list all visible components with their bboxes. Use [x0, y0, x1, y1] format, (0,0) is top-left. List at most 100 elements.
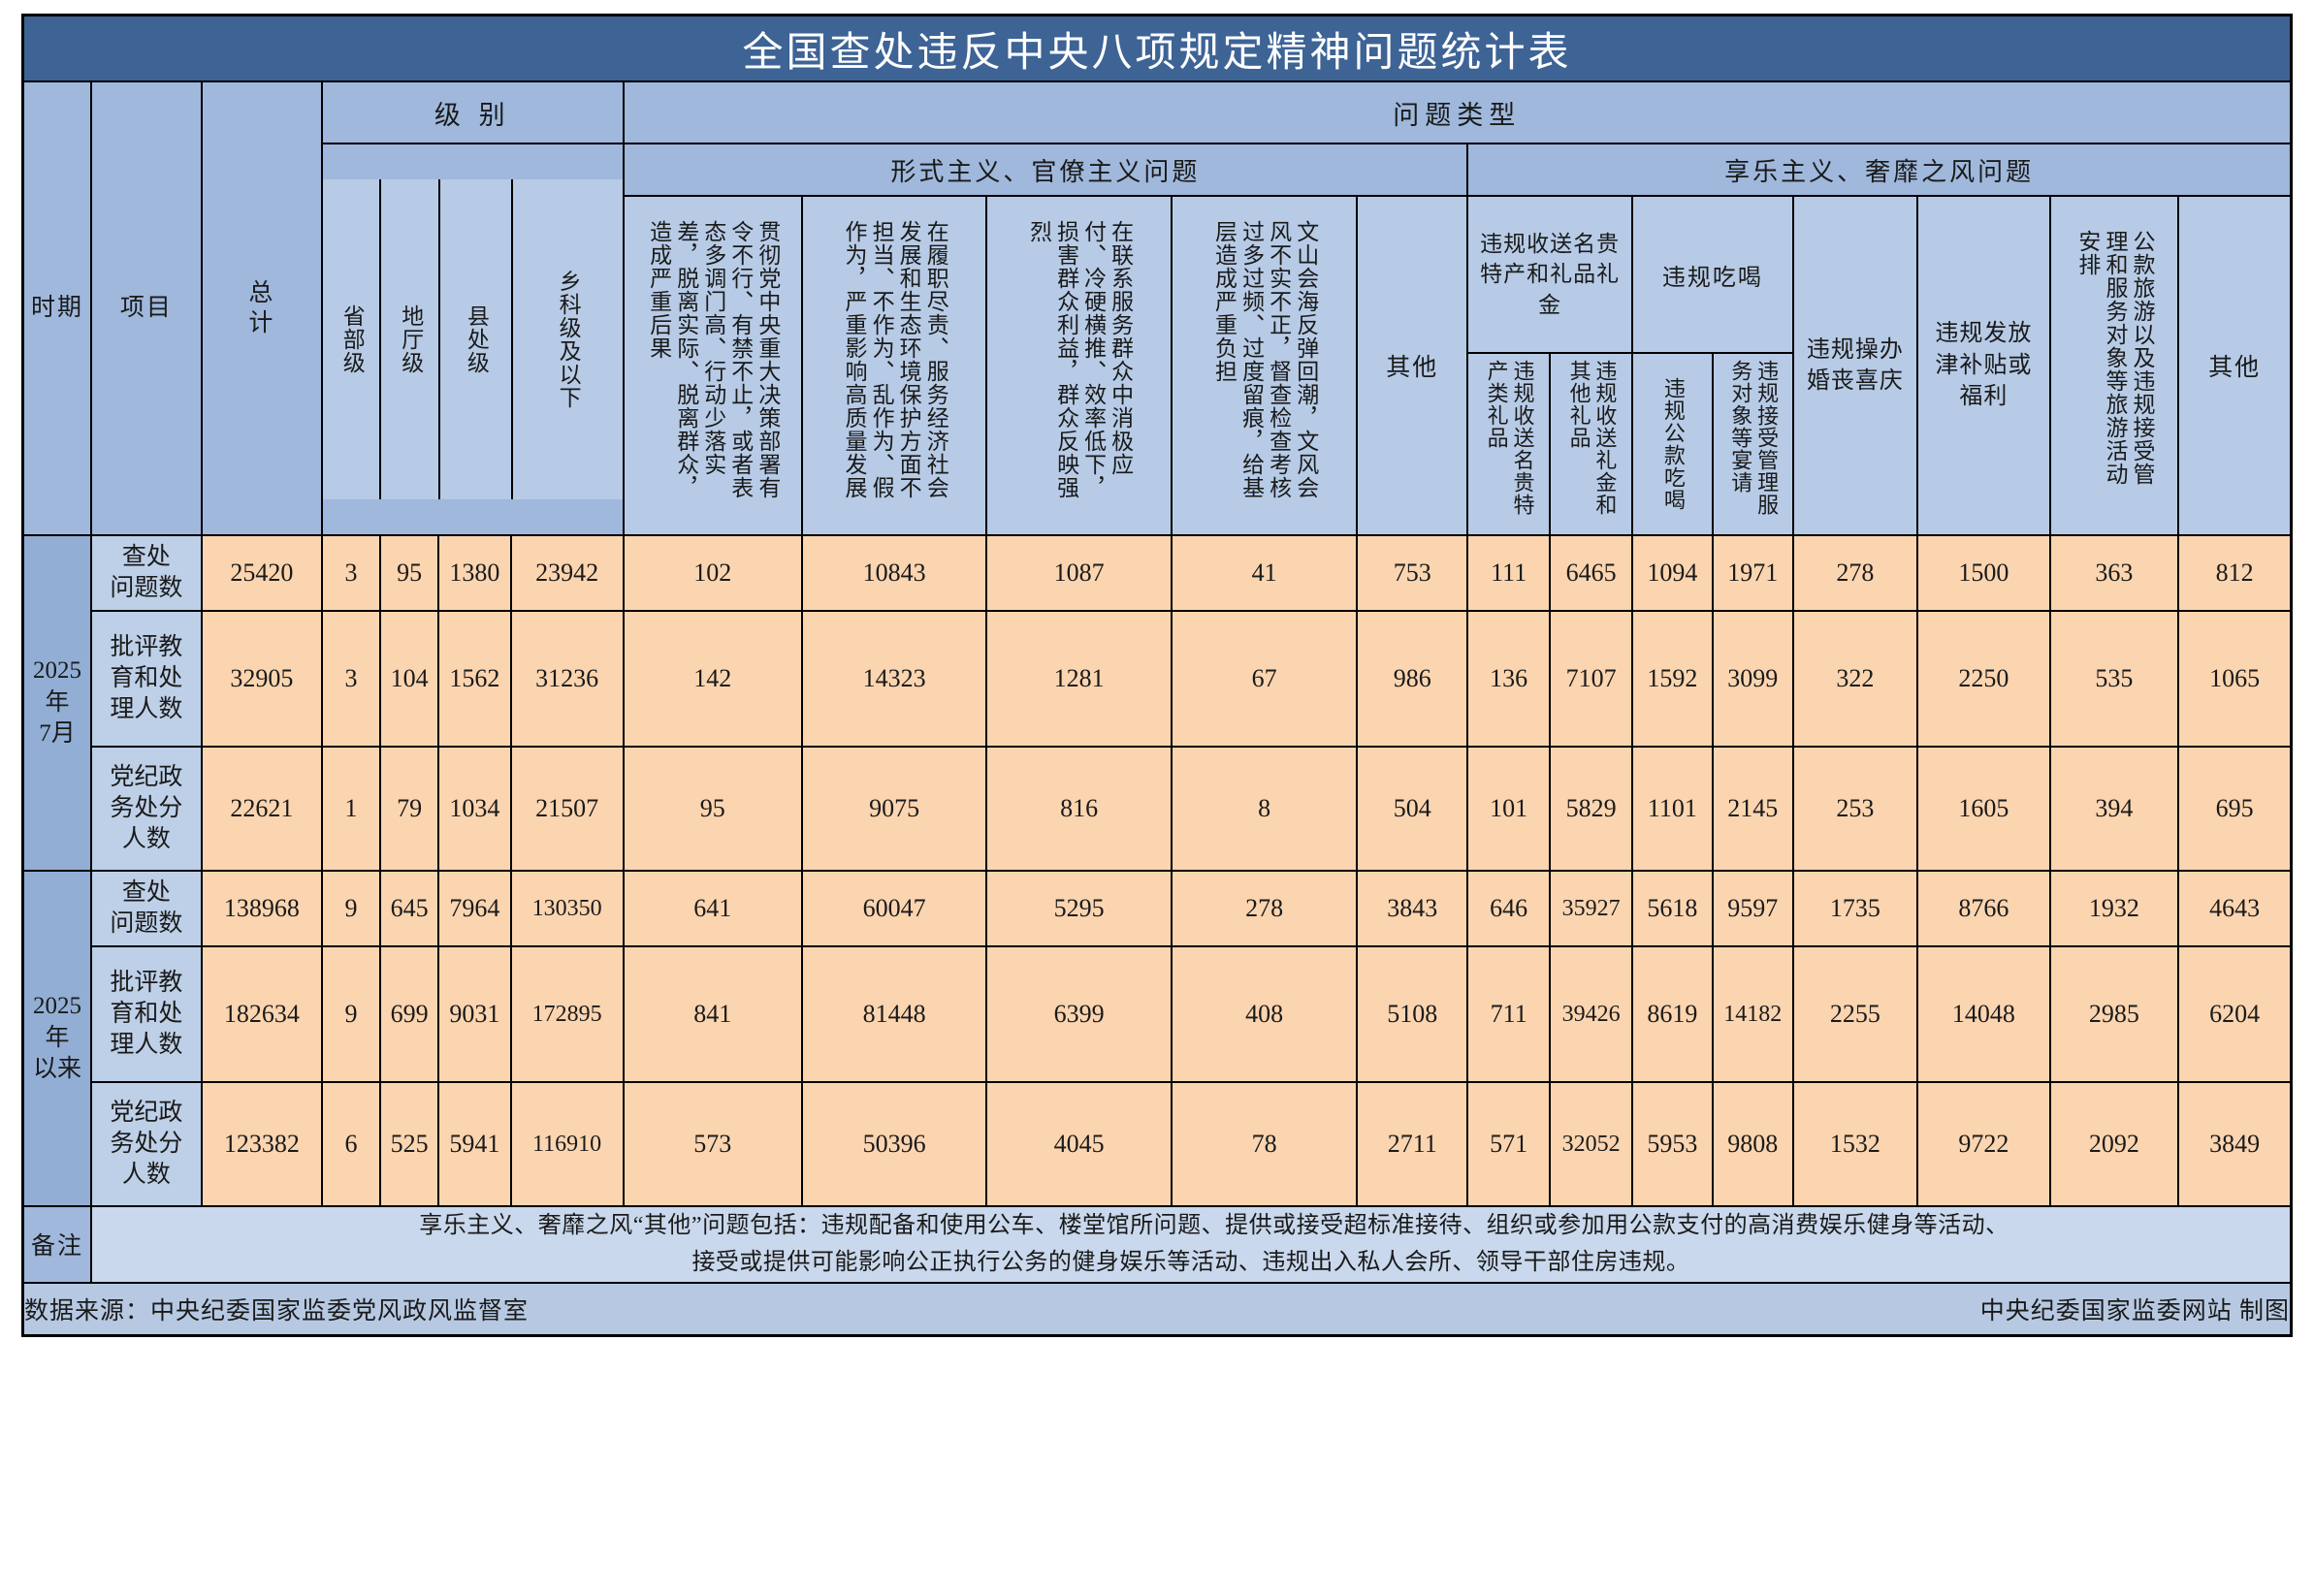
cell-formalism-4: 41 — [1170, 534, 1359, 612]
cell-formalism-2: 14323 — [800, 610, 988, 748]
cell-hedonism-7: 2985 — [2048, 945, 2180, 1083]
cell-level-2: 525 — [379, 1081, 440, 1207]
cell-hedonism-1: 571 — [1466, 1081, 1552, 1207]
header-hedonism-allowance: 违规发放津补贴或福利 — [1916, 195, 2051, 536]
cell-level-4: 116910 — [509, 1081, 625, 1207]
cell-formalism-1: 641 — [622, 870, 803, 947]
cell-hedonism-4: 9597 — [1711, 870, 1794, 947]
cell-formalism-4: 78 — [1170, 1081, 1359, 1207]
cell-level-1: 3 — [320, 534, 382, 612]
cell-formalism-3: 5295 — [985, 870, 1173, 947]
header-formalism-group: 形式主义、官僚主义问题 — [622, 143, 1469, 197]
cell-level-1: 3 — [320, 610, 382, 748]
cell-hedonism-3: 5953 — [1631, 1081, 1714, 1207]
cell-hedonism-5: 253 — [1791, 746, 1919, 872]
cell-level-4: 31236 — [509, 610, 625, 748]
cell-level-2: 699 — [379, 945, 440, 1083]
data-source-label: 数据来源：中央纪委国家监委党风政风监督室 — [24, 1297, 530, 1325]
cell-level-4: 21507 — [509, 746, 625, 872]
notes-line-1: 享乐主义、奢靡之风“其他”问题包括：违规配备和使用公车、楼堂馆所问题、提供或接受… — [419, 1213, 2009, 1238]
cell-hedonism-5: 322 — [1791, 610, 1919, 748]
cell-level-3: 9031 — [437, 945, 512, 1083]
header-row-groups: 时期 项目 总 计 级 别 问题类型 — [21, 80, 2293, 536]
header-hedonism-allowance-label: 违规发放津补贴或福利 — [1935, 321, 2033, 410]
cell-hedonism-7: 363 — [2048, 534, 2180, 612]
cell-hedonism-1: 711 — [1466, 945, 1552, 1083]
item-label: 批评教 育和处 理人数 — [89, 945, 203, 1083]
footer-bar: 数据来源：中央纪委国家监委党风政风监督室 中央纪委国家监委网站 制图 — [21, 1281, 2293, 1337]
cell-hedonism-2: 32052 — [1549, 1081, 1634, 1207]
header-period-label: 时期 — [30, 295, 83, 322]
cell-total: 32905 — [200, 610, 324, 748]
cell-hedonism-2: 35927 — [1549, 870, 1634, 947]
cell-hedonism-1: 136 — [1466, 610, 1552, 748]
cell-level-1: 9 — [320, 945, 382, 1083]
cell-level-1: 1 — [320, 746, 382, 872]
cell-hedonism-6: 9722 — [1916, 1081, 2051, 1207]
header-row-leaves: 贯彻党中央重大决策部署有令不行、有禁不止，或者表态多调门高、行动少落实差，脱离实… — [23, 195, 2293, 536]
cell-level-3: 1380 — [437, 534, 512, 612]
header-hedonism-gift-specialty: 违规收送名贵特产类礼品 — [1469, 353, 1552, 533]
cell-formalism-1: 102 — [622, 534, 803, 612]
header-formalism-col-3: 在联系服务群众中消极应付、冷硬横推、效率低下，损害群众利益，群众反映强烈 — [985, 195, 1173, 536]
header-hedonism-gift-group: 违规收送名贵特产和礼品礼金 — [1469, 198, 1631, 354]
cell-formalism-2: 9075 — [800, 746, 988, 872]
cell-formalism-3: 6399 — [985, 945, 1173, 1083]
header-hedonism-wedding: 违规操办婚丧喜庆 — [1791, 195, 1919, 536]
cell-formalism-other: 753 — [1356, 534, 1469, 612]
cell-hedonism-4: 2145 — [1711, 746, 1794, 872]
header-problem-type-group: 问题类型 — [622, 80, 2293, 144]
item-label: 批评教 育和处 理人数 — [89, 610, 203, 748]
item-label: 查处 问题数 — [89, 870, 203, 947]
title-row: 全国查处违反中央八项规定精神问题统计表 — [21, 14, 2293, 82]
cell-level-4: 130350 — [509, 870, 625, 947]
cell-level-4: 172895 — [509, 945, 625, 1083]
header-level-sub-wrapper: 省部级 地厅级 县处级 乡科级及以下 — [321, 143, 625, 536]
item-label: 党纪政 务处分 人数 — [89, 1081, 203, 1207]
page-title: 全国查处违反中央八项规定精神问题统计表 — [21, 14, 2293, 82]
cell-hedonism-2: 6465 — [1549, 534, 1634, 612]
cell-hedonism-6: 2250 — [1916, 610, 2051, 748]
header-formalism-col-4: 文山会海反弹回潮，文风会风不实不正，督查检查考核过多过频、过度留痕，给基层造成严… — [1170, 195, 1359, 536]
cell-hedonism-2: 7107 — [1549, 610, 1634, 748]
header-formalism-group-label: 形式主义、官僚主义问题 — [890, 157, 1201, 186]
cell-total: 182634 — [200, 945, 324, 1083]
header-formalism-col-4-label: 文山会海反弹回潮，文风会风不实不正，督查检查考核过多过频、过度留痕，给基层造成严… — [1211, 220, 1318, 499]
notes-line-2: 接受或提供可能影响公正执行公务的健身娱乐等活动、违规出入私人会所、领导干部住房违… — [691, 1250, 1690, 1276]
header-period: 时期 — [21, 80, 92, 536]
header-hedonism-travel: 公款旅游以及违规接受管理和服务对象等旅游活动安排 — [2048, 195, 2180, 536]
cell-hedonism-5: 278 — [1791, 534, 1919, 612]
cell-formalism-other: 986 — [1356, 610, 1469, 748]
cell-hedonism-1: 101 — [1466, 746, 1552, 872]
header-hedonism-eat-wrapper: 违规吃喝 违规公款吃喝 违规接受管理服务对象等宴请 — [1631, 195, 1794, 536]
cell-level-2: 79 — [379, 746, 440, 872]
cell-hedonism-5: 1735 — [1791, 870, 1919, 947]
cell-hedonism-other: 1065 — [2177, 610, 2293, 748]
notes-row: 备注 享乐主义、奢靡之风“其他”问题包括：违规配备和使用公车、楼堂馆所问题、提供… — [21, 1205, 2293, 1284]
table-row: 党纪政 务处分 人数 22621 1 79 1034 21507 95 9075… — [23, 746, 2293, 872]
cell-formalism-1: 142 — [622, 610, 803, 748]
cell-hedonism-4: 14182 — [1711, 945, 1794, 1083]
cell-hedonism-7: 535 — [2048, 610, 2180, 748]
cell-level-3: 7964 — [437, 870, 512, 947]
header-hedonism-gift-group-label: 违规收送名贵特产和礼品礼金 — [1480, 232, 1621, 317]
cell-formalism-3: 1281 — [985, 610, 1173, 748]
cell-hedonism-4: 3099 — [1711, 610, 1794, 748]
header-hedonism-other: 其他 — [2177, 195, 2293, 536]
cell-hedonism-2: 5829 — [1549, 746, 1634, 872]
cell-formalism-2: 10843 — [800, 534, 988, 612]
header-level-provincial: 省部级 — [323, 179, 382, 499]
cell-total: 22621 — [200, 746, 324, 872]
header-formalism-col-1-label: 贯彻党中央重大决策部署有令不行、有禁不止，或者表态多调门高、行动少落实差，脱离实… — [646, 220, 780, 499]
header-hedonism-public-funds-dining: 违规公款吃喝 — [1634, 353, 1714, 533]
period-label-2: 2025年 以来 — [21, 870, 92, 1207]
period-label-1: 2025年 7月 — [21, 534, 92, 872]
cell-formalism-other: 3843 — [1356, 870, 1469, 947]
header-hedonism-other-label: 其他 — [2208, 355, 2262, 381]
header-formalism-col-2: 在履职尽责、服务经济社会发展和生态环境保护方面不担当、不作为、乱作为、假作为，严… — [800, 195, 988, 536]
cell-hedonism-6: 1500 — [1916, 534, 2051, 612]
table-row: 2025年 7月 查处 问题数 25420 3 95 1380 23942 10… — [21, 534, 2293, 872]
cell-formalism-other: 2711 — [1356, 1081, 1469, 1207]
cell-hedonism-other: 4643 — [2177, 870, 2293, 947]
